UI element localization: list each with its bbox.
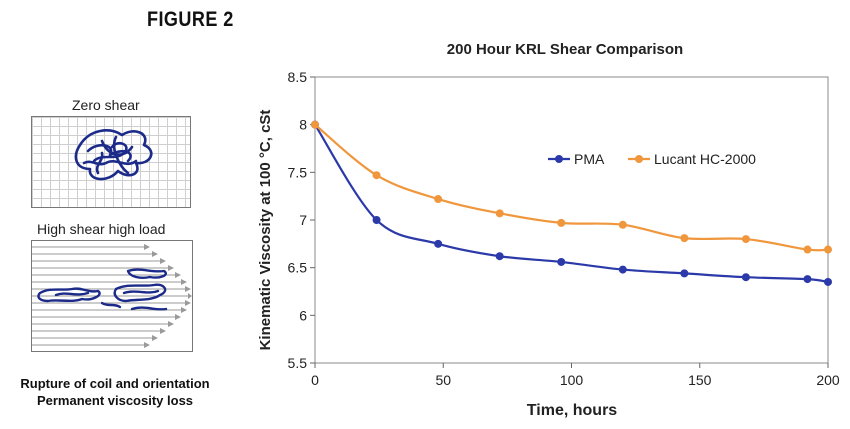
figure-label: FIGURE 2 — [147, 8, 234, 31]
x-tick-label: 200 — [816, 372, 840, 388]
y-tick-label: 6 — [299, 307, 307, 323]
y-tick-label: 8.5 — [288, 69, 308, 85]
data-point-pma — [803, 275, 812, 284]
legend-marker — [635, 155, 643, 163]
x-tick-label: 100 — [560, 372, 584, 388]
data-point-lucant-hc-2000 — [372, 171, 381, 180]
data-point-lucant-hc-2000 — [618, 220, 627, 229]
high-shear-label: High shear high load — [37, 221, 166, 237]
data-point-lucant-hc-2000 — [680, 234, 689, 243]
plot-frame — [314, 76, 829, 364]
chart-title: 200 Hour KRL Shear Comparison — [447, 41, 683, 58]
y-axis-title: Kinematic Viscosity at 100 °C, cSt — [257, 110, 274, 351]
series-line-lucant-hc-2000 — [314, 123, 829, 252]
high-shear-flow-diagram — [31, 240, 193, 352]
diagram-caption-line2: Permanent viscosity loss — [36, 393, 194, 408]
data-point-pma — [557, 257, 566, 266]
shear-flow-lines — [32, 244, 192, 348]
chart-axes: 5.5 6 6.5 7 7.5 8 8.5 0 50 100 150 200 — [288, 69, 840, 388]
x-tick-label: 150 — [688, 372, 712, 388]
chart-legend: PMA Lucant HC-2000 — [548, 151, 756, 167]
y-tick-label: 7.5 — [288, 164, 308, 180]
x-tick-label: 0 — [311, 372, 319, 388]
zero-shear-label: Zero shear — [72, 97, 140, 113]
data-point-pma — [680, 269, 689, 278]
legend-label: Lucant HC-2000 — [654, 151, 756, 167]
y-tick-label: 8 — [299, 117, 307, 133]
y-tick-label: 5.5 — [288, 355, 308, 371]
data-point-pma — [741, 273, 750, 282]
viscosity-line-chart: 200 Hour KRL Shear Comparison 5.5 6 6.5 7 7.… — [257, 41, 840, 419]
data-point-pma — [372, 216, 381, 224]
series-line-pma — [314, 124, 829, 284]
data-point-pma — [824, 277, 832, 286]
diagram-caption-line1: Rupture of coil and orientation — [20, 376, 210, 391]
data-point-lucant-hc-2000 — [434, 195, 443, 204]
data-point-lucant-hc-2000 — [824, 245, 832, 254]
data-point-pma — [434, 239, 443, 248]
legend-label: PMA — [574, 151, 605, 167]
y-tick-label: 7 — [299, 212, 307, 228]
data-point-lucant-hc-2000 — [803, 245, 812, 254]
stretched-coil-icon — [37, 268, 168, 311]
x-axis-title: Time, hours — [527, 402, 617, 419]
data-point-pma — [618, 265, 627, 274]
legend-marker — [555, 155, 563, 163]
data-point-lucant-hc-2000 — [741, 235, 750, 244]
data-point-lucant-hc-2000 — [495, 209, 504, 218]
y-tick-label: 6.5 — [288, 260, 308, 276]
data-point-lucant-hc-2000 — [557, 218, 566, 227]
data-point-pma — [495, 252, 504, 261]
polymer-coil-icon — [74, 129, 153, 181]
zero-shear-grid — [31, 116, 191, 208]
x-tick-label: 50 — [435, 372, 451, 388]
data-point-lucant-hc-2000 — [311, 120, 319, 129]
chart-series — [311, 120, 832, 286]
